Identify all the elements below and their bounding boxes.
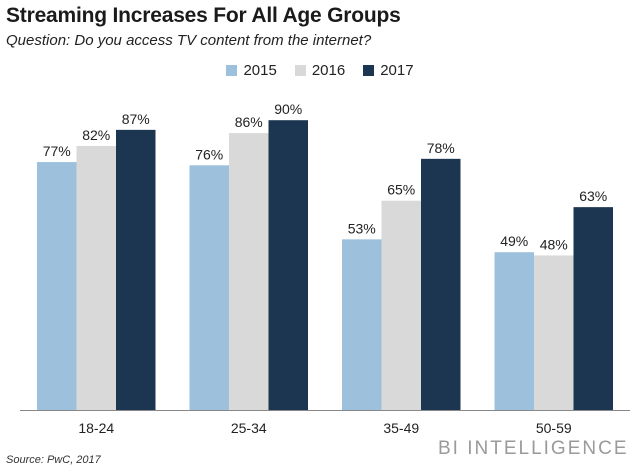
bar-18-24-2016 [76, 145, 116, 410]
legend-label-2016: 2016 [311, 62, 346, 79]
bar-18-24-2017 [116, 129, 156, 411]
data-label-50-59-2016: 48% [540, 236, 568, 252]
x-tick-label-18-24: 18-24 [78, 420, 114, 436]
legend-item-2016: 2016 [294, 62, 346, 79]
data-label-35-49-2016: 65% [387, 182, 415, 198]
data-label-18-24-2017: 87% [122, 111, 150, 127]
data-label-18-24-2016: 82% [82, 127, 110, 143]
bar-25-34-2015 [189, 165, 229, 410]
brand-logo-text: BI INTELLIGENCE [438, 438, 629, 459]
data-label-25-34-2016: 86% [235, 114, 263, 130]
data-label-35-49-2017: 78% [427, 140, 455, 156]
chart-subtitle: Question: Do you access TV content from … [6, 32, 372, 49]
bar-35-49-2016 [381, 200, 421, 410]
legend-swatch-2017 [363, 65, 375, 76]
bar-50-59-2017 [573, 207, 613, 410]
legend-swatch-2016 [294, 65, 306, 76]
bar-50-59-2016 [534, 255, 574, 410]
chart-title: Streaming Increases For All Age Groups [6, 4, 401, 27]
legend-swatch-2015 [226, 65, 238, 76]
bar-25-34-2017 [268, 120, 308, 410]
data-label-35-49-2015: 53% [348, 220, 376, 236]
bar-18-24-2015 [37, 162, 77, 410]
legend-label-2015: 2015 [243, 62, 277, 79]
data-label-25-34-2015: 76% [195, 146, 223, 162]
source-note: Source: PwC, 2017 [6, 454, 101, 466]
data-label-50-59-2017: 63% [579, 188, 607, 204]
x-tick-label-25-34: 25-34 [231, 420, 267, 436]
bar-35-49-2017 [421, 158, 461, 410]
data-label-18-24-2015: 77% [43, 143, 71, 159]
bar-35-49-2015 [342, 239, 382, 410]
x-tick-label-50-59: 50-59 [536, 420, 572, 436]
data-label-25-34-2017: 90% [274, 101, 302, 117]
bar-25-34-2016 [229, 133, 269, 410]
legend-label-2017: 2017 [380, 62, 414, 79]
x-tick-label-35-49: 35-49 [383, 420, 419, 436]
chart-legend: 2015 2016 2017 [0, 62, 640, 79]
legend-item-2015: 2015 [226, 62, 277, 79]
bar-50-59-2015 [494, 252, 534, 410]
data-label-50-59-2015: 49% [500, 233, 528, 249]
legend-item-2017: 2017 [363, 62, 414, 79]
